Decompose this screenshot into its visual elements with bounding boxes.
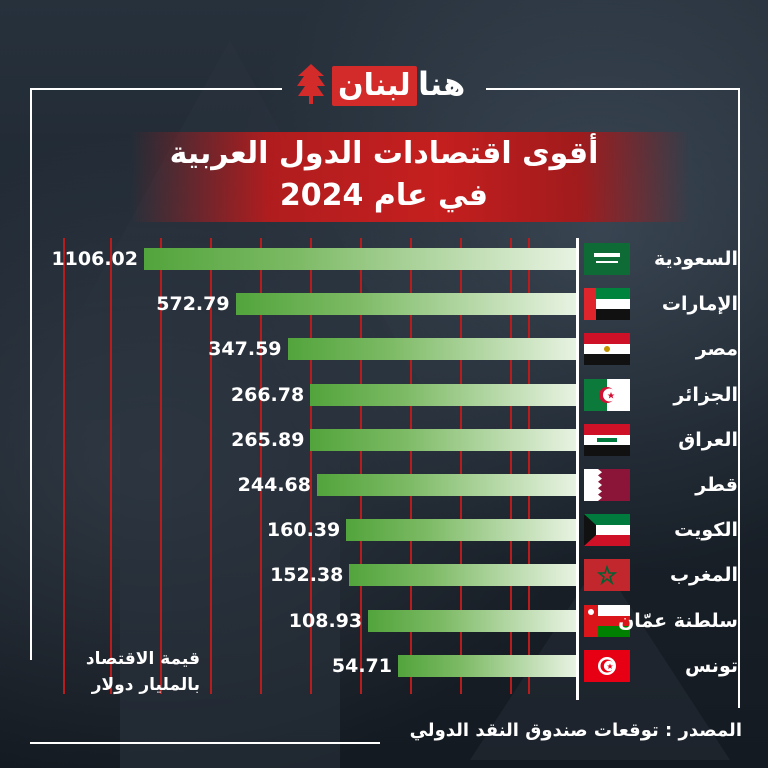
- country-label: الإمارات: [661, 293, 738, 316]
- bar-4: [310, 428, 576, 451]
- unit-note: قيمة الاقتصاد بالمليار دولار: [60, 646, 200, 698]
- bar-6: [346, 519, 576, 542]
- kuwait-flag-icon: [584, 514, 630, 547]
- uae-flag-icon: [584, 288, 630, 321]
- unit-note-line2: بالمليار دولار: [91, 675, 200, 695]
- value-label: 572.79: [156, 293, 230, 316]
- egypt-flag-icon: [584, 333, 630, 366]
- country-label: السعودية: [653, 248, 738, 270]
- cedar-icon: [297, 64, 325, 104]
- qatar-flag-icon: [584, 469, 630, 501]
- frame-line-bottom: [30, 742, 380, 744]
- value-label: 265.89: [231, 428, 305, 451]
- gridline: [260, 238, 262, 694]
- logo-red-text: لبنان: [332, 66, 417, 106]
- frame-line-top-left: [30, 88, 282, 90]
- unit-note-line1: قيمة الاقتصاد: [85, 649, 200, 669]
- saudi-arabia-flag-icon: [584, 243, 630, 275]
- gridline: [110, 238, 112, 694]
- oman-flag-icon: [584, 604, 630, 637]
- country-label: مصر: [695, 338, 738, 361]
- gridline: [360, 238, 362, 694]
- bar-8: [368, 609, 576, 632]
- bar-9: [398, 654, 576, 677]
- gridline: [310, 238, 312, 694]
- value-label: 266.78: [230, 383, 305, 406]
- bar-5: [317, 474, 576, 496]
- country-label: الجزائر: [673, 383, 738, 406]
- gridline: [63, 238, 65, 694]
- bar-1: [235, 293, 576, 316]
- frame-line-left: [30, 88, 32, 660]
- chart-title-line1: أقوى اقتصادات الدول العربية: [169, 136, 599, 171]
- country-label: المغرب: [669, 564, 738, 587]
- title-band: [130, 132, 690, 222]
- frame-line-right: [738, 88, 740, 708]
- gridline: [460, 238, 462, 694]
- brand-logo: لبنان هنا: [292, 56, 482, 112]
- gridline: [160, 238, 162, 694]
- frame-line-top-right: [486, 88, 740, 90]
- logo-white-text: هنا: [418, 65, 466, 103]
- gridline: [410, 238, 412, 694]
- gridline: [528, 238, 530, 694]
- bar-3: [310, 383, 576, 406]
- value-label: 1106.02: [51, 248, 138, 270]
- value-label: 108.93: [288, 609, 363, 632]
- value-label: 152.38: [270, 564, 344, 587]
- gridline: [510, 238, 512, 694]
- value-label: 160.39: [266, 519, 341, 542]
- chart-title-line2: في عام 2024: [279, 178, 489, 213]
- value-label: 244.68: [237, 474, 311, 496]
- country-label: سلطنة عمّان: [618, 609, 738, 632]
- value-label: 54.71: [331, 654, 392, 677]
- country-label: الكويت: [674, 519, 738, 542]
- bar-2: [287, 338, 576, 361]
- country-label: تونس: [684, 654, 738, 677]
- bar-0: [144, 248, 576, 270]
- source-note: المصدر : توقعات صندوق النقد الدولي: [409, 720, 742, 741]
- algeria-flag-icon: [584, 378, 630, 411]
- morocco-flag-icon: [584, 559, 630, 592]
- iraq-flag-icon: [584, 423, 630, 456]
- bar-7: [349, 564, 576, 587]
- tunisia-flag-icon: [584, 649, 630, 682]
- value-label: 347.59: [208, 338, 282, 361]
- chart-axis: [576, 238, 579, 700]
- country-label: العراق: [678, 428, 738, 451]
- country-label: قطر: [695, 474, 738, 496]
- gridline: [210, 238, 212, 694]
